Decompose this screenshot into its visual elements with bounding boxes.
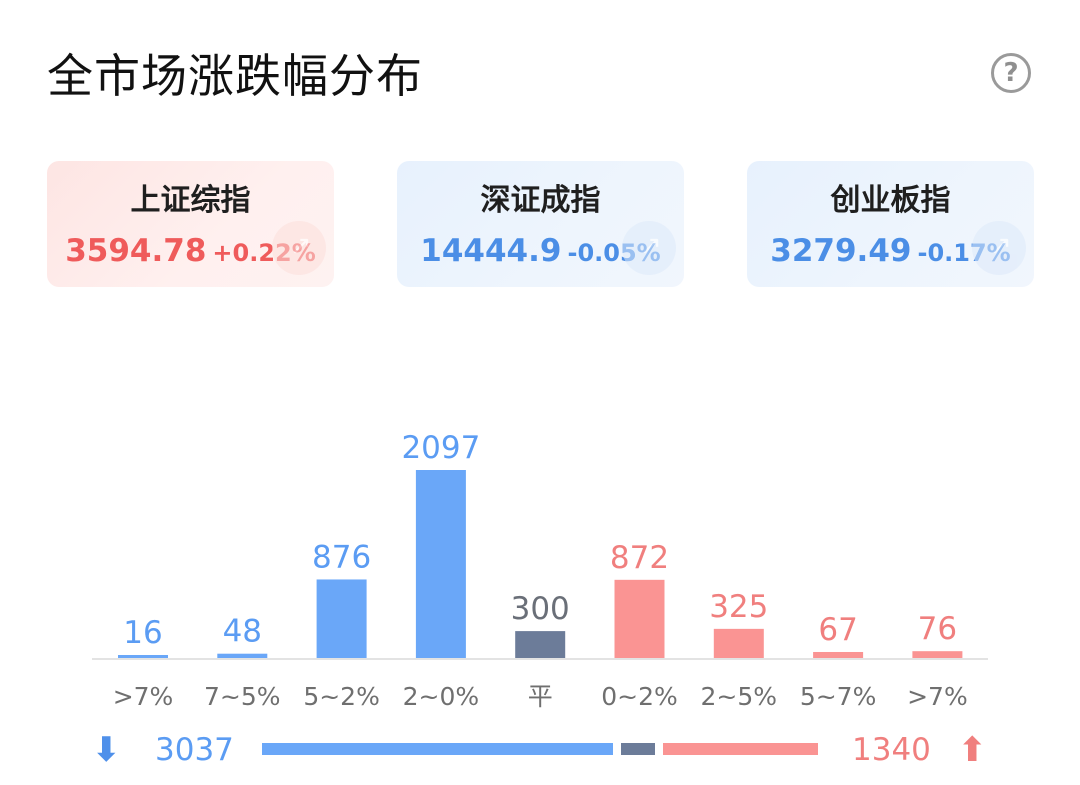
index-name: 深证成指 <box>480 183 601 218</box>
x-tick-label: 平 <box>528 682 553 711</box>
bar-down-0 <box>118 655 168 658</box>
page-title: 全市场涨跌幅分布 <box>47 49 423 103</box>
bar-down-2 <box>316 579 367 658</box>
index-values: 14444.9 -0.05% <box>397 231 684 276</box>
data-label: 48 <box>223 614 262 650</box>
index-name: 创业板指 <box>830 183 951 218</box>
up-ratio-bar <box>663 743 818 755</box>
bar-up-7 <box>813 651 864 658</box>
bar-up-8 <box>912 651 963 658</box>
data-label: 325 <box>709 589 768 625</box>
data-label: 16 <box>123 615 162 651</box>
index-price: 3279.49 <box>770 233 912 269</box>
flat-ratio-bar <box>620 743 656 755</box>
question-circle-icon[interactable]: ? <box>991 53 1031 93</box>
bar-down-3 <box>415 470 466 658</box>
arrow-up-icon: ⬆ <box>958 730 987 770</box>
trend-arrow-icon <box>622 221 676 275</box>
index-price: 3594.78 <box>65 233 207 269</box>
x-tick-label: 5~7% <box>800 682 877 711</box>
bar-up-6 <box>713 628 764 658</box>
data-label: 2097 <box>401 430 480 466</box>
bar-down-1 <box>217 653 268 658</box>
index-price: 14444.9 <box>420 233 562 269</box>
x-tick-label: 5~2% <box>303 682 380 711</box>
down-ratio-bar <box>262 743 613 755</box>
trend-arrow-icon <box>272 221 326 275</box>
data-label: 76 <box>918 611 957 647</box>
index-card-sh[interactable]: 上证综指 3594.78 +0.22% <box>47 161 334 287</box>
index-card-cyb[interactable]: 创业板指 3279.49 -0.17% <box>747 161 1034 287</box>
arrow-down-icon: ⬇ <box>92 730 121 770</box>
bar-up-5 <box>614 579 665 658</box>
data-label: 872 <box>610 540 669 576</box>
index-name: 上证综指 <box>130 183 251 218</box>
trend-arrow-icon <box>972 221 1026 275</box>
up-total: 1340 <box>852 732 931 768</box>
x-tick-label: 2~5% <box>701 682 778 711</box>
x-tick-label: 7~5% <box>204 682 281 711</box>
index-card-sz[interactable]: 深证成指 14444.9 -0.05% <box>397 161 684 287</box>
x-tick-label: 2~0% <box>403 682 480 711</box>
bar-flat-4 <box>515 631 566 658</box>
data-label: 876 <box>312 539 371 575</box>
data-label: 300 <box>511 591 570 627</box>
x-tick-label: >7% <box>113 682 174 711</box>
x-tick-label: 0~2% <box>601 682 678 711</box>
data-label: 67 <box>818 612 857 648</box>
x-tick-label: >7% <box>907 682 968 711</box>
down-total: 3037 <box>155 732 234 768</box>
